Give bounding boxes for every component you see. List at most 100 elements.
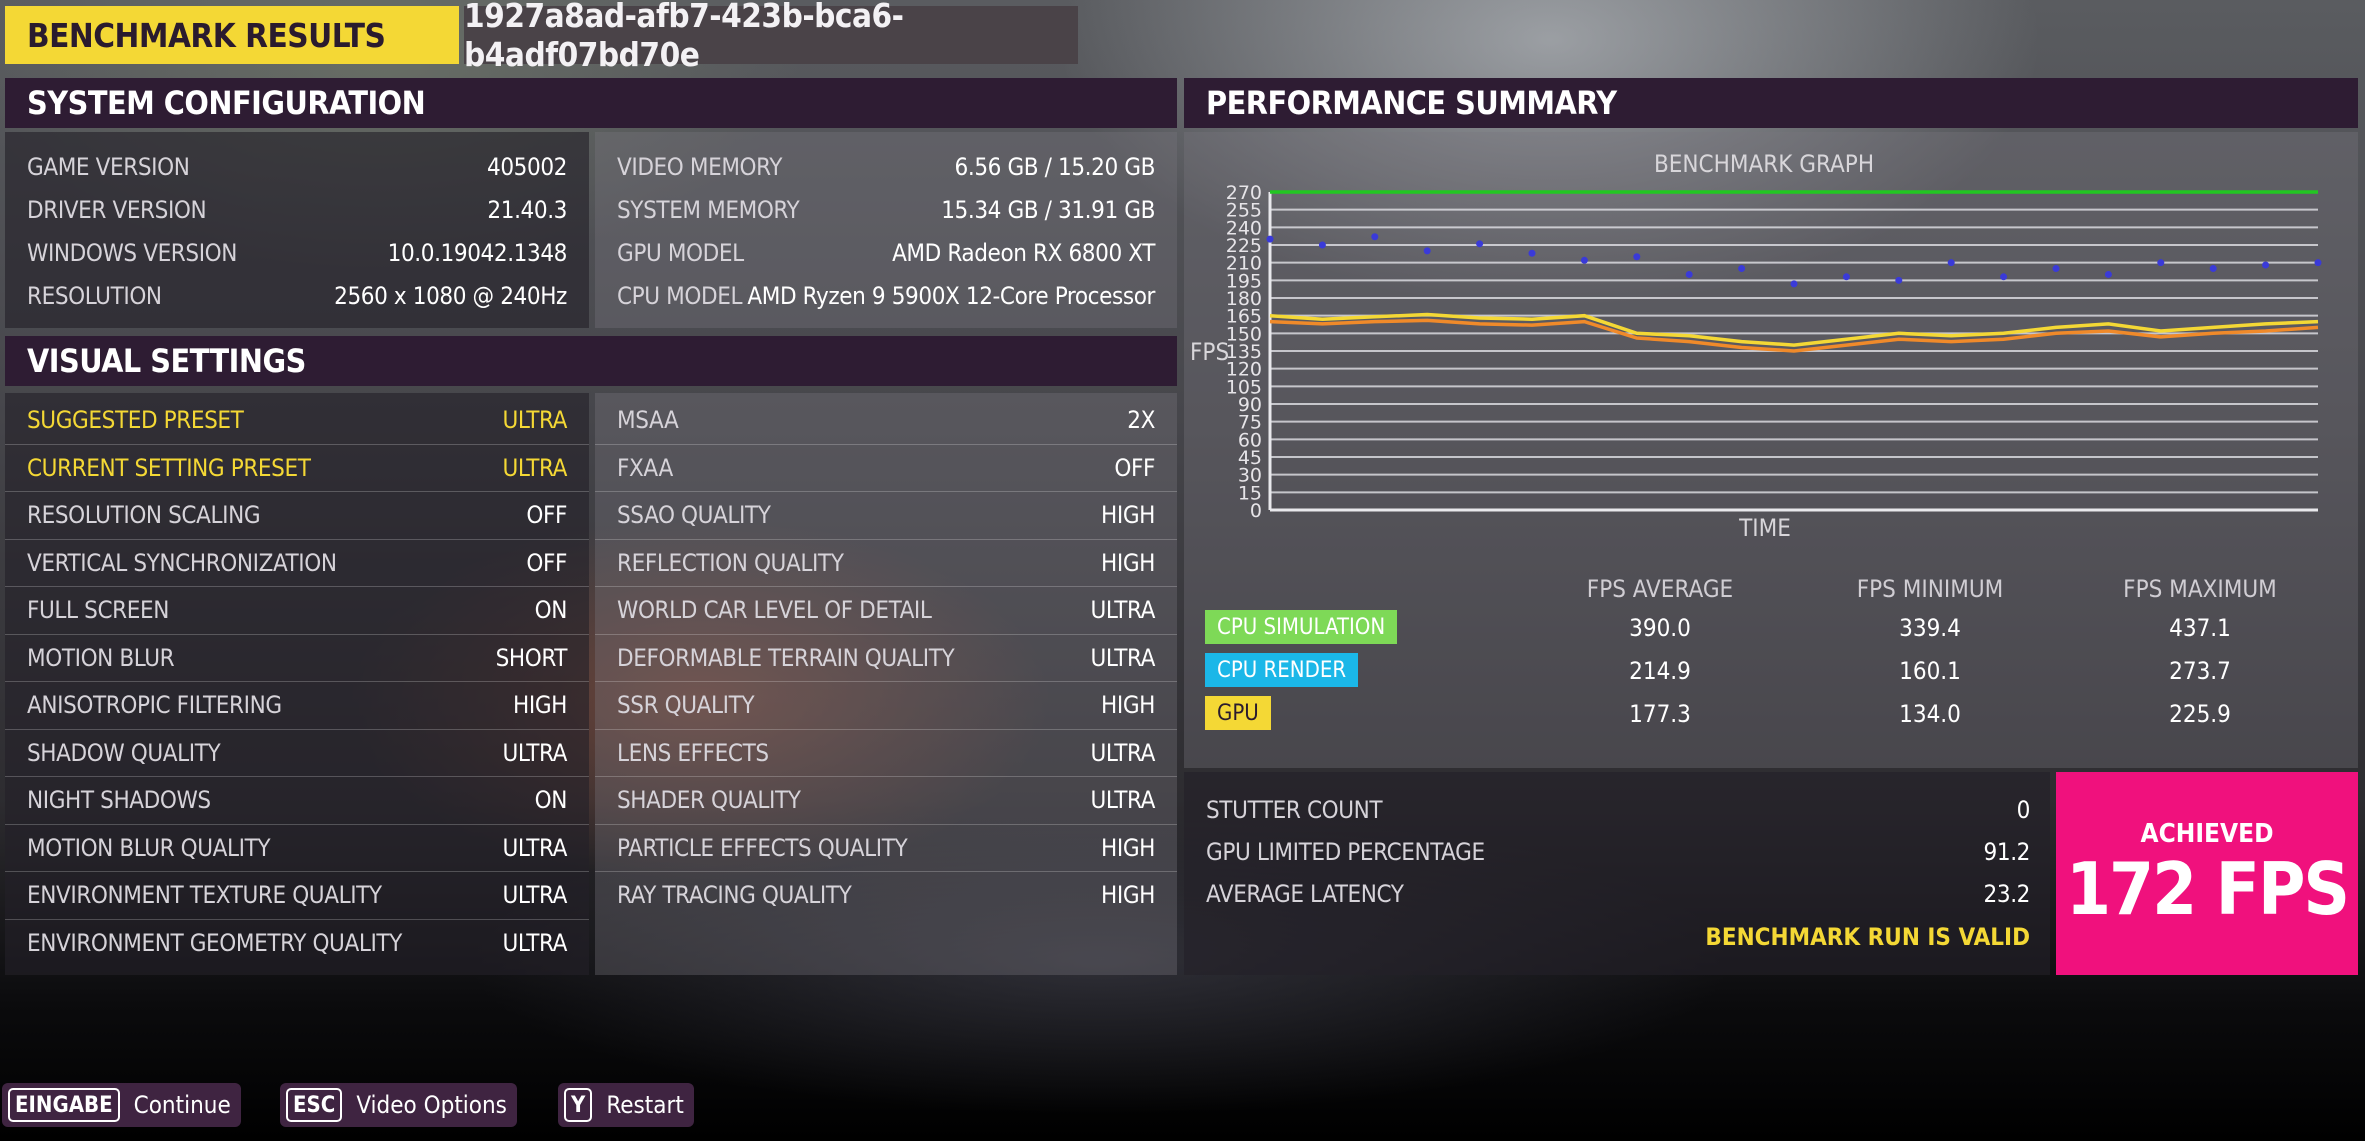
continue-prompt[interactable]: EINGABE Continue bbox=[2, 1083, 241, 1127]
data-point bbox=[2104, 270, 2112, 278]
setting-label: VERTICAL SYNCHRONIZATION bbox=[27, 548, 337, 577]
setting-row: ENVIRONMENT TEXTURE QUALITY ULTRA bbox=[5, 872, 589, 920]
data-point bbox=[1266, 235, 1274, 243]
config-value: AMD Radeon RX 6800 XT bbox=[892, 238, 1155, 267]
summary-value: 91.2 bbox=[1983, 838, 2031, 866]
data-point bbox=[1842, 273, 1850, 281]
data-point bbox=[1947, 259, 1955, 267]
y-tick-label: 15 bbox=[1238, 482, 1262, 504]
setting-row: RAY TRACING QUALITY HIGH bbox=[595, 872, 1177, 919]
config-label: WINDOWS VERSION bbox=[27, 238, 238, 267]
setting-label: CURRENT SETTING PRESET bbox=[27, 453, 311, 482]
visual-settings-right: MSAA 2X FXAA OFF SSAO QUALITY HIGH REFLECTI… bbox=[595, 393, 1177, 975]
cpu-simulation-badge: CPU SIMULATION bbox=[1205, 610, 1398, 644]
setting-value: HIGH bbox=[513, 691, 567, 720]
restart-prompt[interactable]: Y Restart bbox=[558, 1083, 694, 1127]
summary-label: AVERAGE LATENCY bbox=[1206, 880, 1404, 908]
setting-label: MOTION BLUR QUALITY bbox=[27, 833, 271, 862]
config-row: CPU MODEL AMD Ryzen 9 5900X 12-Core Proce… bbox=[595, 274, 1177, 317]
config-row: GPU MODEL AMD Radeon RX 6800 XT bbox=[595, 231, 1177, 274]
video-options-prompt[interactable]: ESC Video Options bbox=[280, 1083, 517, 1127]
data-point bbox=[1371, 233, 1379, 241]
y-tick-label: 45 bbox=[1238, 447, 1262, 469]
setting-row: DEFORMABLE TERRAIN QUALITY ULTRA bbox=[595, 635, 1177, 682]
system-config-header: SYSTEM CONFIGURATION bbox=[5, 78, 1177, 128]
setting-value: HIGH bbox=[1101, 881, 1155, 910]
cpu-render-avg: 214.9 bbox=[1629, 657, 1691, 685]
y-tick-label: 120 bbox=[1226, 359, 1262, 381]
data-point bbox=[1633, 253, 1641, 261]
gpu-badge: GPU bbox=[1205, 696, 1271, 730]
setting-value: ON bbox=[534, 596, 568, 625]
config-label: VIDEO MEMORY bbox=[617, 152, 782, 181]
data-point bbox=[1423, 247, 1431, 255]
setting-row: RESOLUTION SCALING OFF bbox=[5, 492, 589, 540]
setting-row: SHADOW QUALITY ULTRA bbox=[5, 730, 589, 777]
setting-label: SUGGESTED PRESET bbox=[27, 406, 244, 435]
setting-label: PARTICLE EFFECTS QUALITY bbox=[617, 833, 908, 862]
setting-value: ON bbox=[534, 786, 568, 815]
config-row: RESOLUTION 2560 x 1080 @ 240Hz bbox=[5, 274, 589, 317]
stat-row-gpu: GPU bbox=[1205, 696, 1271, 730]
config-value: AMD Ryzen 9 5900X 12-Core Processor bbox=[747, 281, 1155, 310]
setting-label: SSAO QUALITY bbox=[617, 501, 771, 530]
setting-label: MOTION BLUR bbox=[27, 643, 175, 672]
setting-value: ULTRA bbox=[1090, 738, 1155, 767]
setting-value: ULTRA bbox=[502, 453, 567, 482]
cpu-render-max: 273.7 bbox=[2169, 657, 2231, 685]
y-tick-label: 90 bbox=[1238, 394, 1262, 416]
gpu-max: 225.9 bbox=[2169, 700, 2231, 728]
config-row: SYSTEM MEMORY 15.34 GB / 31.91 GB bbox=[595, 188, 1177, 231]
gpu-min: 134.0 bbox=[1899, 700, 1961, 728]
continue-label: Continue bbox=[133, 1091, 231, 1119]
y-tick-label: 195 bbox=[1226, 270, 1262, 292]
setting-row: FULL SCREEN ON bbox=[5, 587, 589, 635]
data-point bbox=[1685, 270, 1693, 278]
setting-row: WORLD CAR LEVEL OF DETAIL ULTRA bbox=[595, 587, 1177, 635]
config-row: VIDEO MEMORY 6.56 GB / 15.20 GB bbox=[595, 145, 1177, 188]
y-tick-label: 255 bbox=[1226, 200, 1262, 222]
setting-label: NIGHT SHADOWS bbox=[27, 786, 211, 815]
setting-label: SHADOW QUALITY bbox=[27, 738, 221, 767]
y-tick-label: 180 bbox=[1226, 288, 1262, 310]
config-value: 6.56 GB / 15.20 GB bbox=[954, 152, 1156, 181]
y-tick-label: 75 bbox=[1238, 412, 1262, 434]
x-axis-label: TIME bbox=[1739, 514, 1791, 542]
setting-label: FULL SCREEN bbox=[27, 596, 169, 625]
config-label: GPU MODEL bbox=[617, 238, 744, 267]
config-value: 10.0.19042.1348 bbox=[387, 238, 568, 267]
setting-value: ULTRA bbox=[1090, 643, 1155, 672]
setting-value: ULTRA bbox=[502, 738, 567, 767]
series-line bbox=[1269, 318, 2319, 353]
config-value: 2560 x 1080 @ 240Hz bbox=[334, 281, 567, 310]
summary-row: STUTTER COUNT 0 bbox=[1184, 789, 2050, 831]
setting-row: SSR QUALITY HIGH bbox=[595, 682, 1177, 730]
enter-key-icon: EINGABE bbox=[8, 1088, 120, 1122]
data-point bbox=[2209, 265, 2217, 273]
data-point bbox=[1318, 241, 1326, 249]
summary-label: GPU LIMITED PERCENTAGE bbox=[1206, 838, 1485, 866]
config-label: CPU MODEL bbox=[617, 281, 743, 310]
setting-label: RESOLUTION SCALING bbox=[27, 501, 261, 530]
setting-row: SHADER QUALITY ULTRA bbox=[595, 777, 1177, 825]
setting-label: ENVIRONMENT GEOMETRY QUALITY bbox=[27, 928, 402, 957]
data-point bbox=[1738, 265, 1746, 273]
config-label: GAME VERSION bbox=[27, 152, 190, 181]
setting-value: HIGH bbox=[1101, 548, 1155, 577]
setting-label: WORLD CAR LEVEL OF DETAIL bbox=[617, 596, 932, 625]
system-config-right: VIDEO MEMORY 6.56 GB / 15.20 GB SYSTEM ME… bbox=[595, 132, 1177, 328]
setting-label: ENVIRONMENT TEXTURE QUALITY bbox=[27, 881, 382, 910]
cpu-simulation-max: 437.1 bbox=[2169, 614, 2231, 642]
setting-label: FXAA bbox=[617, 453, 673, 482]
setting-row: LENS EFFECTS ULTRA bbox=[595, 730, 1177, 777]
achieved-fps-value: 172 FPS bbox=[2065, 846, 2350, 931]
setting-row: PARTICLE EFFECTS QUALITY HIGH bbox=[595, 825, 1177, 872]
y-tick-label: 225 bbox=[1226, 235, 1262, 257]
config-value: 15.34 GB / 31.91 GB bbox=[941, 195, 1155, 224]
summary-value: 0 bbox=[2016, 796, 2031, 824]
setting-value: 2X bbox=[1127, 406, 1155, 435]
setting-label: LENS EFFECTS bbox=[617, 738, 769, 767]
y-tick-label: 165 bbox=[1226, 306, 1262, 328]
y-tick-label: 60 bbox=[1238, 429, 1262, 451]
config-label: SYSTEM MEMORY bbox=[617, 195, 800, 224]
